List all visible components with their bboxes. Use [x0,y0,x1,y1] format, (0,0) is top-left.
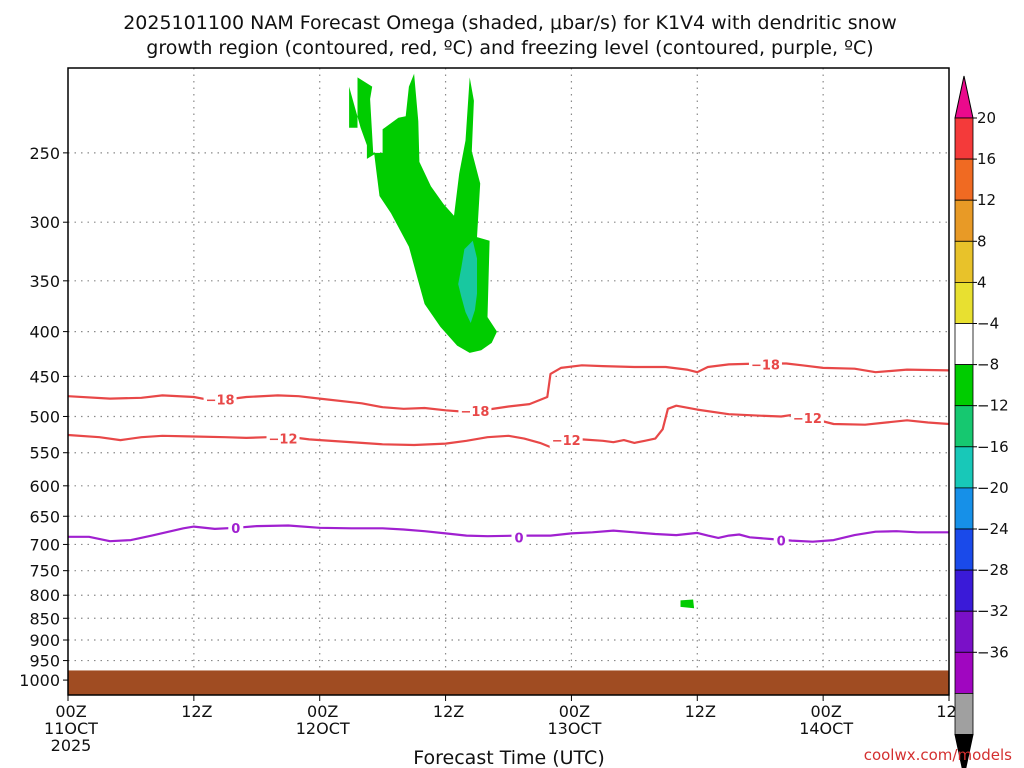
omega-region-2 [680,599,695,609]
colorbar-top-arrow [954,75,974,119]
y-tick-label-800: 800 [29,586,60,605]
colorbar-box-7 [954,364,974,407]
colorbar-label-5: −4 [977,315,999,333]
y-tick-label-550: 550 [29,444,60,463]
colorbar-label-7: −12 [977,397,1009,415]
y-tick-label-500: 500 [29,407,60,426]
x-tick-label-0-0: 00Z [55,702,86,721]
grid-lines [68,68,949,695]
colorbar-label-2: 12 [977,191,996,209]
x-axis-label: Forecast Time (UTC) [413,747,604,768]
contour-label-1-0: −12 [269,433,298,448]
y-tick-label-250: 250 [29,144,60,163]
contour-line-0 [68,524,949,543]
colorbar-box-6 [954,323,974,365]
y-tick-label-950: 950 [29,652,60,671]
colorbar-box-10 [954,487,974,530]
colorbar-label-0: 20 [977,109,996,127]
x-tick-label-3-0: 12Z [433,702,464,721]
colorbar-label-1: 16 [977,150,996,168]
colorbar-label-8: −16 [977,438,1009,456]
colorbar-label-3: 8 [977,232,987,250]
colorbar-box-1 [954,117,974,160]
contour-label-bg-1-0 [266,430,300,447]
x-tick-label-6-1: 14OCT [799,719,853,738]
colorbar-label-10: −24 [977,520,1009,538]
colorbar-label-4: 4 [977,273,987,291]
contour-label-0-2: −18 [751,358,780,373]
contour-labels: −18 −18 −18 −12 −12 −12 0 0 0 [203,356,824,550]
colorbar-label-12: −32 [977,602,1009,620]
colorbar-label-13: −36 [977,643,1009,661]
chart-title-line-2: growth region (contoured, red, ºC) and f… [146,37,873,59]
contour-label-1-1: −12 [552,434,581,449]
colorbar-label-6: −8 [977,356,999,374]
omega-shading [349,73,695,609]
y-tick-label-700: 700 [29,535,60,554]
contour-label-2-2: 0 [777,535,786,550]
colorbar-box-11 [954,528,974,571]
x-tick-label-0-1: 11OCT [44,719,98,738]
x-tick-label-6-0: 00Z [810,702,841,721]
x-tick-label-2-1: 12OCT [296,719,350,738]
contour-label-2-0: 0 [231,522,240,537]
x-tick-label-5-0: 12Z [685,702,716,721]
contour-label-bg-2-0 [228,519,244,536]
colorbar-box-9 [954,446,974,489]
x-tick-label-4-1: 13OCT [547,719,601,738]
y-tick-label-900: 900 [29,631,60,650]
y-tick-label-450: 450 [29,367,60,386]
y-tick-label-850: 850 [29,609,60,628]
contour-label-bg-1-2 [790,409,824,426]
contour-label-bg-0-0 [203,391,237,408]
colorbar-box-15 [954,693,974,735]
contour-label-2-1: 0 [514,531,523,546]
x-tick-label-0-2: 2025 [51,736,92,755]
y-tick-label-650: 650 [29,507,60,526]
contour-label-bg-2-1 [511,529,527,546]
colorbar-box-14 [954,651,974,694]
credit-text: coolwx.com/models [864,746,1012,764]
y-axis-ticks: 250 300 350 400 450 500 550 600 650 700 750 800 850 9… [19,144,68,690]
contour-label-1-2: −12 [793,412,822,427]
contour-label-bg-2-2 [773,532,789,549]
colorbar-box-13 [954,610,974,653]
x-tick-label-4-0: 00Z [559,702,590,721]
y-tick-label-1000: 1000 [19,671,60,690]
y-tick-label-300: 300 [29,213,60,232]
y-tick-label-350: 350 [29,272,60,291]
contour-label-0-1: −18 [460,405,489,420]
chart-title-line-1: 2025101100 NAM Forecast Omega (shaded, μ… [123,12,897,34]
x-tick-label-1-0: 12Z [181,702,212,721]
colorbar-label-11: −28 [977,561,1009,579]
colorbar-box-12 [954,569,974,612]
colorbar-bottom-arrow [954,734,974,768]
contour-label-0-0: −18 [206,393,235,408]
contour-label-bg-1-1 [549,432,583,449]
plot-background [68,68,949,695]
contour-label-bg-0-2 [748,356,782,373]
y-tick-label-750: 750 [29,562,60,581]
omega-region-1 [458,240,477,323]
plot-frame [67,67,950,696]
x-tick-label-2-0: 00Z [307,702,338,721]
colorbar-box-3 [954,199,974,242]
ground-surface [68,670,949,695]
colorbar-box-2 [954,158,974,201]
y-tick-label-400: 400 [29,323,60,342]
colorbar-label-9: −20 [977,479,1009,497]
y-tick-label-600: 600 [29,477,60,496]
colorbar-box-5 [954,281,974,324]
colorbar-box-4 [954,240,974,283]
colorbar-box-8 [954,405,974,448]
contour-label-bg-0-1 [458,403,492,420]
colorbar: 20 16 12 8 4 −4 −8 −12 −16 −20 −24 −28 −32 −36 [954,75,1009,768]
